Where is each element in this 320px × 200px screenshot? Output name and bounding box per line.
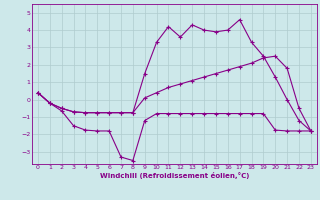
X-axis label: Windchill (Refroidissement éolien,°C): Windchill (Refroidissement éolien,°C) [100,172,249,179]
